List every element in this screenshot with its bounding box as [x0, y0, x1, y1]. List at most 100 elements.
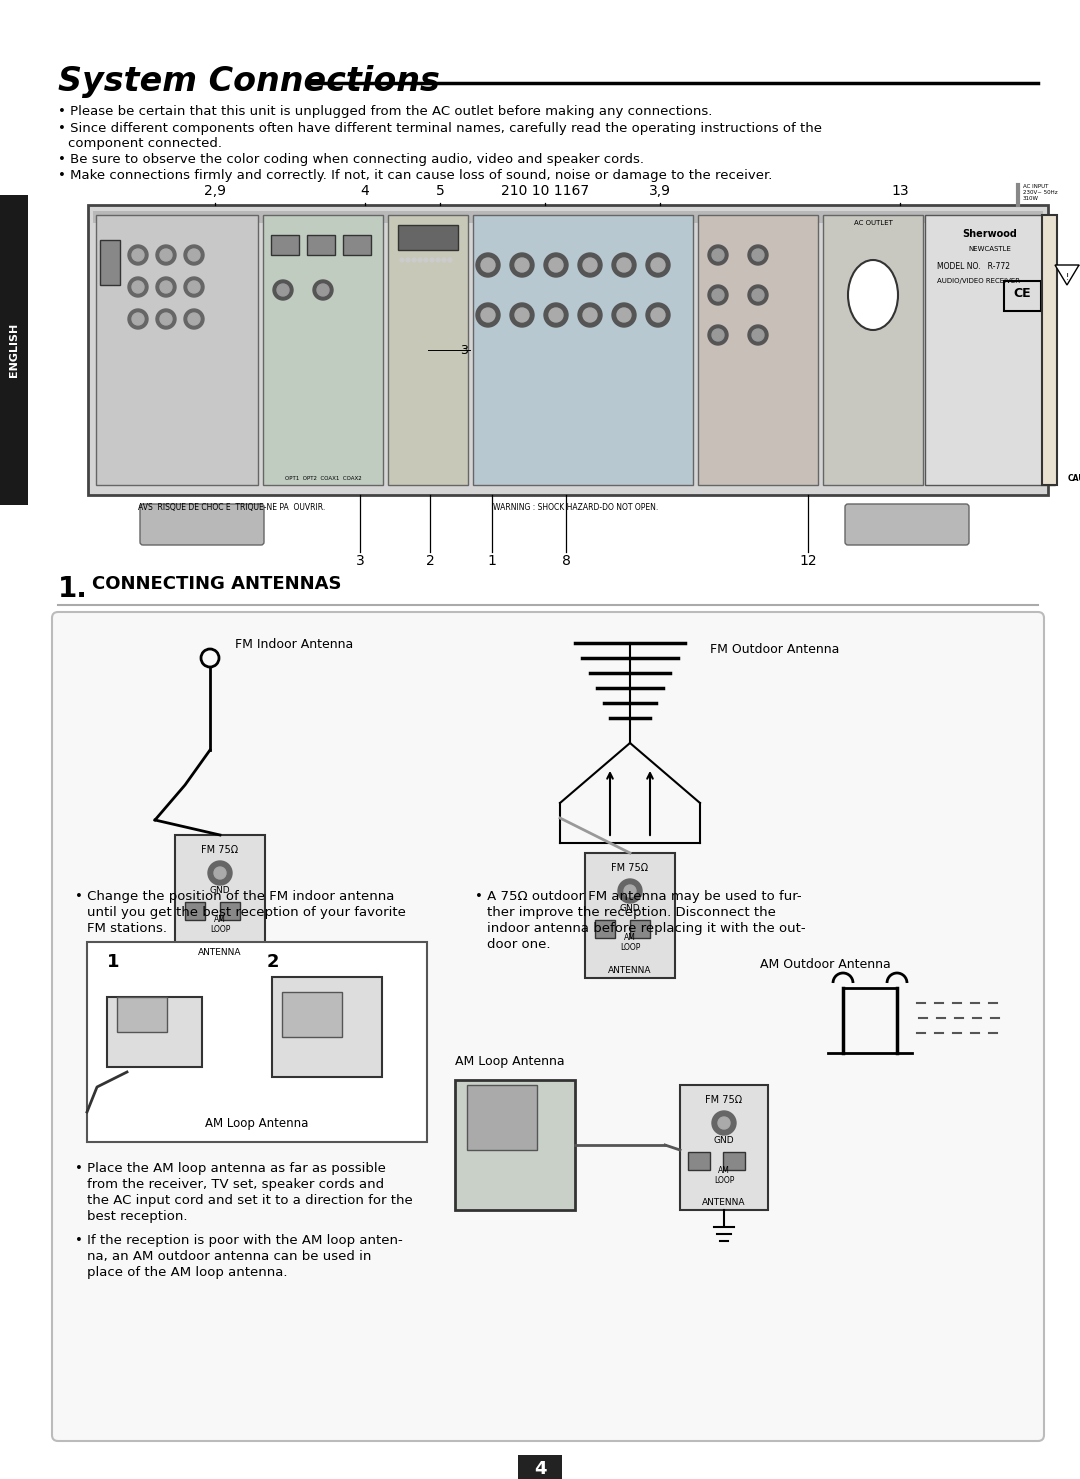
Bar: [688, 1152, 710, 1170]
Circle shape: [430, 257, 434, 262]
Bar: [264, 214, 383, 485]
Text: • A 75Ω outdoor FM antenna may be used to fur-: • A 75Ω outdoor FM antenna may be used t…: [475, 890, 801, 904]
Circle shape: [132, 281, 144, 293]
Bar: [220, 902, 240, 920]
Text: FM 75Ω: FM 75Ω: [202, 845, 239, 855]
Circle shape: [612, 303, 636, 327]
FancyBboxPatch shape: [140, 504, 264, 544]
Text: best reception.: best reception.: [87, 1210, 188, 1223]
Circle shape: [160, 314, 172, 325]
Circle shape: [184, 277, 204, 297]
Circle shape: [752, 288, 764, 302]
Circle shape: [712, 1111, 735, 1134]
Circle shape: [273, 280, 293, 300]
Circle shape: [510, 303, 534, 327]
Circle shape: [132, 314, 144, 325]
Text: System Connections: System Connections: [58, 65, 440, 98]
Text: indoor antenna before replacing it with the out-: indoor antenna before replacing it with …: [487, 921, 806, 935]
Bar: [924, 214, 1055, 485]
Bar: [87, 206, 1048, 495]
Text: 2: 2: [267, 952, 280, 972]
Circle shape: [748, 285, 768, 305]
Text: FM Indoor Antenna: FM Indoor Antenna: [235, 637, 353, 651]
Circle shape: [583, 257, 597, 272]
Text: • Place the AM loop antenna as far as possible: • Place the AM loop antenna as far as po…: [75, 1162, 386, 1174]
Bar: [630, 920, 650, 938]
Circle shape: [214, 867, 226, 879]
Text: CONNECTING ANTENNAS: CONNECTING ANTENNAS: [92, 575, 341, 593]
Text: ANTENNA: ANTENNA: [199, 948, 242, 957]
Circle shape: [188, 314, 200, 325]
Text: AUDIO/VIDEO RECEIVER: AUDIO/VIDEO RECEIVER: [937, 278, 1020, 284]
Text: place of the AM loop antenna.: place of the AM loop antenna.: [87, 1266, 287, 1279]
Text: GND: GND: [714, 1136, 734, 1145]
Circle shape: [448, 257, 453, 262]
Text: AM
LOOP: AM LOOP: [714, 1165, 734, 1185]
Text: AM
LOOP: AM LOOP: [210, 914, 230, 935]
Circle shape: [184, 246, 204, 265]
Bar: [272, 978, 382, 1077]
Text: AC OUTLET: AC OUTLET: [853, 220, 892, 226]
Circle shape: [612, 253, 636, 277]
Circle shape: [481, 257, 495, 272]
Text: • Make connections firmly and correctly. If not, it can cause loss of sound, noi: • Make connections firmly and correctly.…: [58, 169, 772, 182]
Text: 4: 4: [361, 183, 369, 198]
Bar: [823, 214, 923, 485]
Circle shape: [708, 246, 728, 265]
Bar: [388, 214, 468, 485]
Circle shape: [624, 884, 636, 896]
Circle shape: [618, 879, 642, 904]
Circle shape: [208, 861, 232, 884]
Text: 1: 1: [487, 555, 497, 568]
Text: • Please be certain that this unit is unplugged from the AC outlet before making: • Please be certain that this unit is un…: [58, 105, 713, 118]
Bar: [107, 997, 202, 1066]
Text: GND: GND: [620, 904, 640, 913]
Bar: [175, 836, 265, 960]
Bar: [96, 214, 258, 485]
Text: FM 75Ω: FM 75Ω: [705, 1094, 743, 1105]
Circle shape: [617, 308, 631, 322]
Circle shape: [712, 288, 724, 302]
Text: ANTENNA: ANTENNA: [608, 966, 651, 975]
Circle shape: [646, 253, 670, 277]
FancyBboxPatch shape: [52, 612, 1044, 1441]
Text: AM Loop Antenna: AM Loop Antenna: [205, 1117, 309, 1130]
Circle shape: [481, 308, 495, 322]
Circle shape: [156, 246, 176, 265]
Circle shape: [442, 257, 446, 262]
Bar: [1042, 214, 1057, 485]
Circle shape: [544, 253, 568, 277]
Text: the AC input cord and set it to a direction for the: the AC input cord and set it to a direct…: [87, 1194, 413, 1207]
Text: component connected.: component connected.: [68, 138, 222, 149]
Circle shape: [188, 248, 200, 260]
Text: 3: 3: [460, 343, 468, 356]
Circle shape: [129, 309, 148, 328]
Text: AM Outdoor Antenna: AM Outdoor Antenna: [760, 958, 891, 972]
Circle shape: [418, 257, 422, 262]
Circle shape: [318, 284, 329, 296]
Circle shape: [549, 308, 563, 322]
Text: from the receiver, TV set, speaker cords and: from the receiver, TV set, speaker cords…: [87, 1177, 384, 1191]
Text: door one.: door one.: [487, 938, 551, 951]
Bar: [343, 235, 372, 254]
Bar: [585, 853, 675, 978]
Circle shape: [436, 257, 440, 262]
Bar: [0, 195, 28, 504]
Text: 2,9: 2,9: [204, 183, 226, 198]
Circle shape: [129, 246, 148, 265]
Circle shape: [544, 303, 568, 327]
Text: CE: CE: [1013, 287, 1030, 300]
Circle shape: [156, 277, 176, 297]
Circle shape: [132, 248, 144, 260]
Circle shape: [712, 248, 724, 260]
Text: CAUTION: CAUTION: [1068, 473, 1080, 484]
Bar: [595, 920, 615, 938]
Polygon shape: [1055, 265, 1079, 285]
Bar: [93, 211, 1043, 223]
Text: 4: 4: [534, 1460, 546, 1478]
Circle shape: [718, 1117, 730, 1128]
Bar: [518, 1455, 562, 1479]
Bar: [87, 942, 427, 1142]
Text: ENGLISH: ENGLISH: [9, 322, 19, 377]
Text: 2: 2: [426, 555, 434, 568]
